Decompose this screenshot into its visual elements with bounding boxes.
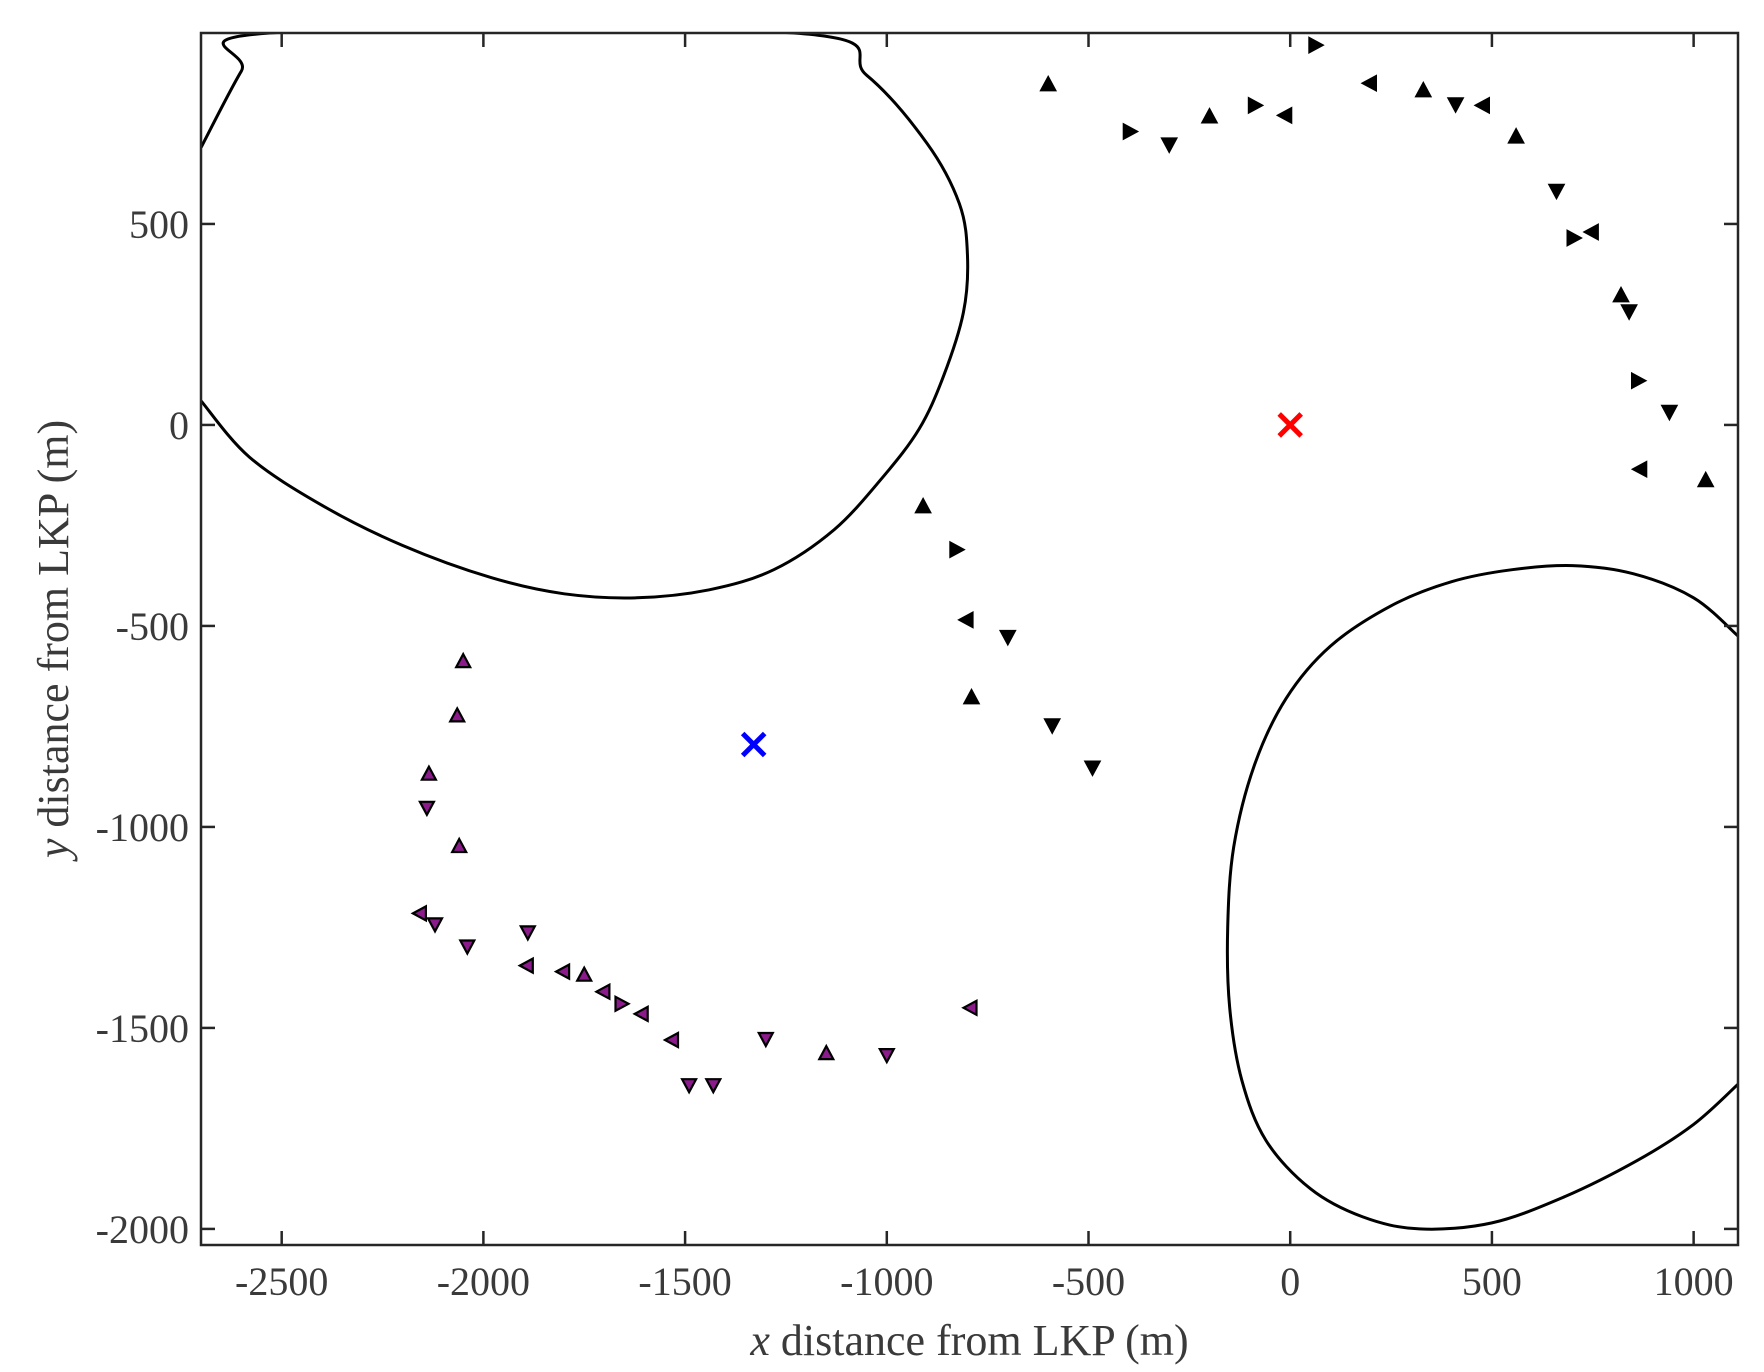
marker-points — [410, 36, 1715, 1095]
series-1-marker — [1275, 106, 1293, 125]
y-axis-label-rest: distance from LKP (m) — [29, 420, 78, 839]
series-1-marker — [1660, 404, 1679, 422]
series-1-marker — [1247, 96, 1265, 115]
x-axis-label: x distance from LKP (m) — [749, 1316, 1188, 1365]
y-tick-label: 500 — [129, 202, 189, 247]
series-1-marker — [1547, 183, 1566, 201]
blue-cross-stroke — [740, 731, 767, 758]
series-2-marker — [914, 496, 932, 514]
x-tick-label: -2500 — [235, 1259, 328, 1304]
series-3-marker — [454, 651, 473, 669]
y-axis-label: y distance from LKP (m) — [29, 420, 78, 862]
y-tick-label: -1000 — [96, 805, 189, 850]
series-3-marker — [448, 706, 467, 723]
series-2-marker — [1083, 760, 1102, 777]
y-tick-label: -500 — [116, 604, 189, 649]
series-3-marker — [704, 1078, 723, 1095]
series-2-marker — [998, 629, 1017, 647]
series-1-marker — [1612, 285, 1630, 303]
series-1-marker — [1696, 470, 1715, 488]
series-3-marker — [458, 939, 477, 956]
series-1-marker — [1582, 223, 1599, 241]
cross-markers — [740, 412, 1303, 758]
series-2-marker — [949, 540, 966, 559]
y-axis-ticks: -2000 -1500 -1000 -500 0 500 — [96, 202, 1738, 1252]
y-axis-label-var: y — [29, 838, 78, 862]
series-2-marker — [1043, 718, 1062, 735]
series-1-marker — [1630, 460, 1648, 479]
series-1-marker — [1122, 122, 1140, 141]
series-1-marker — [1200, 107, 1219, 124]
series-3-marker — [756, 1031, 775, 1049]
boundary-curve-2 — [1225, 563, 1738, 1231]
x-axis-label-rest: distance from LKP (m) — [770, 1316, 1189, 1365]
y-tick-label: -2000 — [96, 1207, 189, 1252]
x-tick-label: -500 — [1052, 1259, 1125, 1304]
series-3-marker — [420, 764, 438, 781]
series-3-marker — [961, 998, 978, 1017]
series-3-marker — [632, 1005, 649, 1023]
series-3-marker — [575, 965, 594, 982]
series-1-marker — [1308, 36, 1325, 54]
series-3-marker — [877, 1047, 896, 1065]
y-tick-label: -1500 — [96, 1006, 189, 1051]
x-tick-label: 1000 — [1654, 1259, 1734, 1304]
series-3-marker — [426, 917, 444, 934]
series-3-marker — [662, 1031, 680, 1049]
x-tick-label: -1000 — [840, 1259, 933, 1304]
series-3-marker — [517, 956, 534, 975]
x-tick-label: -1500 — [638, 1259, 731, 1304]
x-tick-label: 500 — [1462, 1259, 1522, 1304]
x-axis-ticks: -2500 -2000 -1500 -1000 -500 0 500 1000 — [235, 33, 1734, 1304]
series-3-marker — [410, 904, 427, 923]
x-tick-label: 0 — [1280, 1259, 1300, 1304]
series-3-marker — [680, 1078, 698, 1095]
series-3-marker — [518, 925, 537, 942]
series-2-marker — [962, 687, 981, 705]
series-1-marker — [1160, 137, 1179, 154]
series-1-marker — [1446, 97, 1465, 114]
series-1-marker — [1507, 127, 1525, 144]
series-3-marker — [418, 800, 436, 818]
series-1-marker — [1414, 80, 1433, 98]
series-3-marker — [450, 836, 469, 854]
red-cross-marker — [1277, 412, 1303, 438]
series-1-marker — [1039, 74, 1058, 92]
series-1-marker — [1566, 229, 1583, 247]
x-tick-label: -2000 — [437, 1259, 530, 1304]
series-3-marker — [594, 982, 611, 1001]
series-1-marker — [1473, 96, 1491, 115]
plot-frame — [199, 31, 1740, 1247]
x-axis-label-var: x — [749, 1316, 770, 1365]
blue-cross-marker — [740, 731, 767, 758]
series-1-marker — [1620, 304, 1638, 321]
y-tick-label: 0 — [169, 403, 189, 448]
series-3-marker — [817, 1043, 836, 1061]
series-1-marker — [1360, 74, 1378, 93]
series-2-marker — [957, 611, 974, 629]
series-1-marker — [1630, 371, 1648, 390]
boundary-curves — [201, 33, 1738, 1231]
series-3-marker — [614, 994, 631, 1013]
boundary-curve-1 — [201, 33, 970, 600]
red-cross-stroke — [1277, 412, 1303, 438]
series-3-marker — [553, 962, 571, 981]
